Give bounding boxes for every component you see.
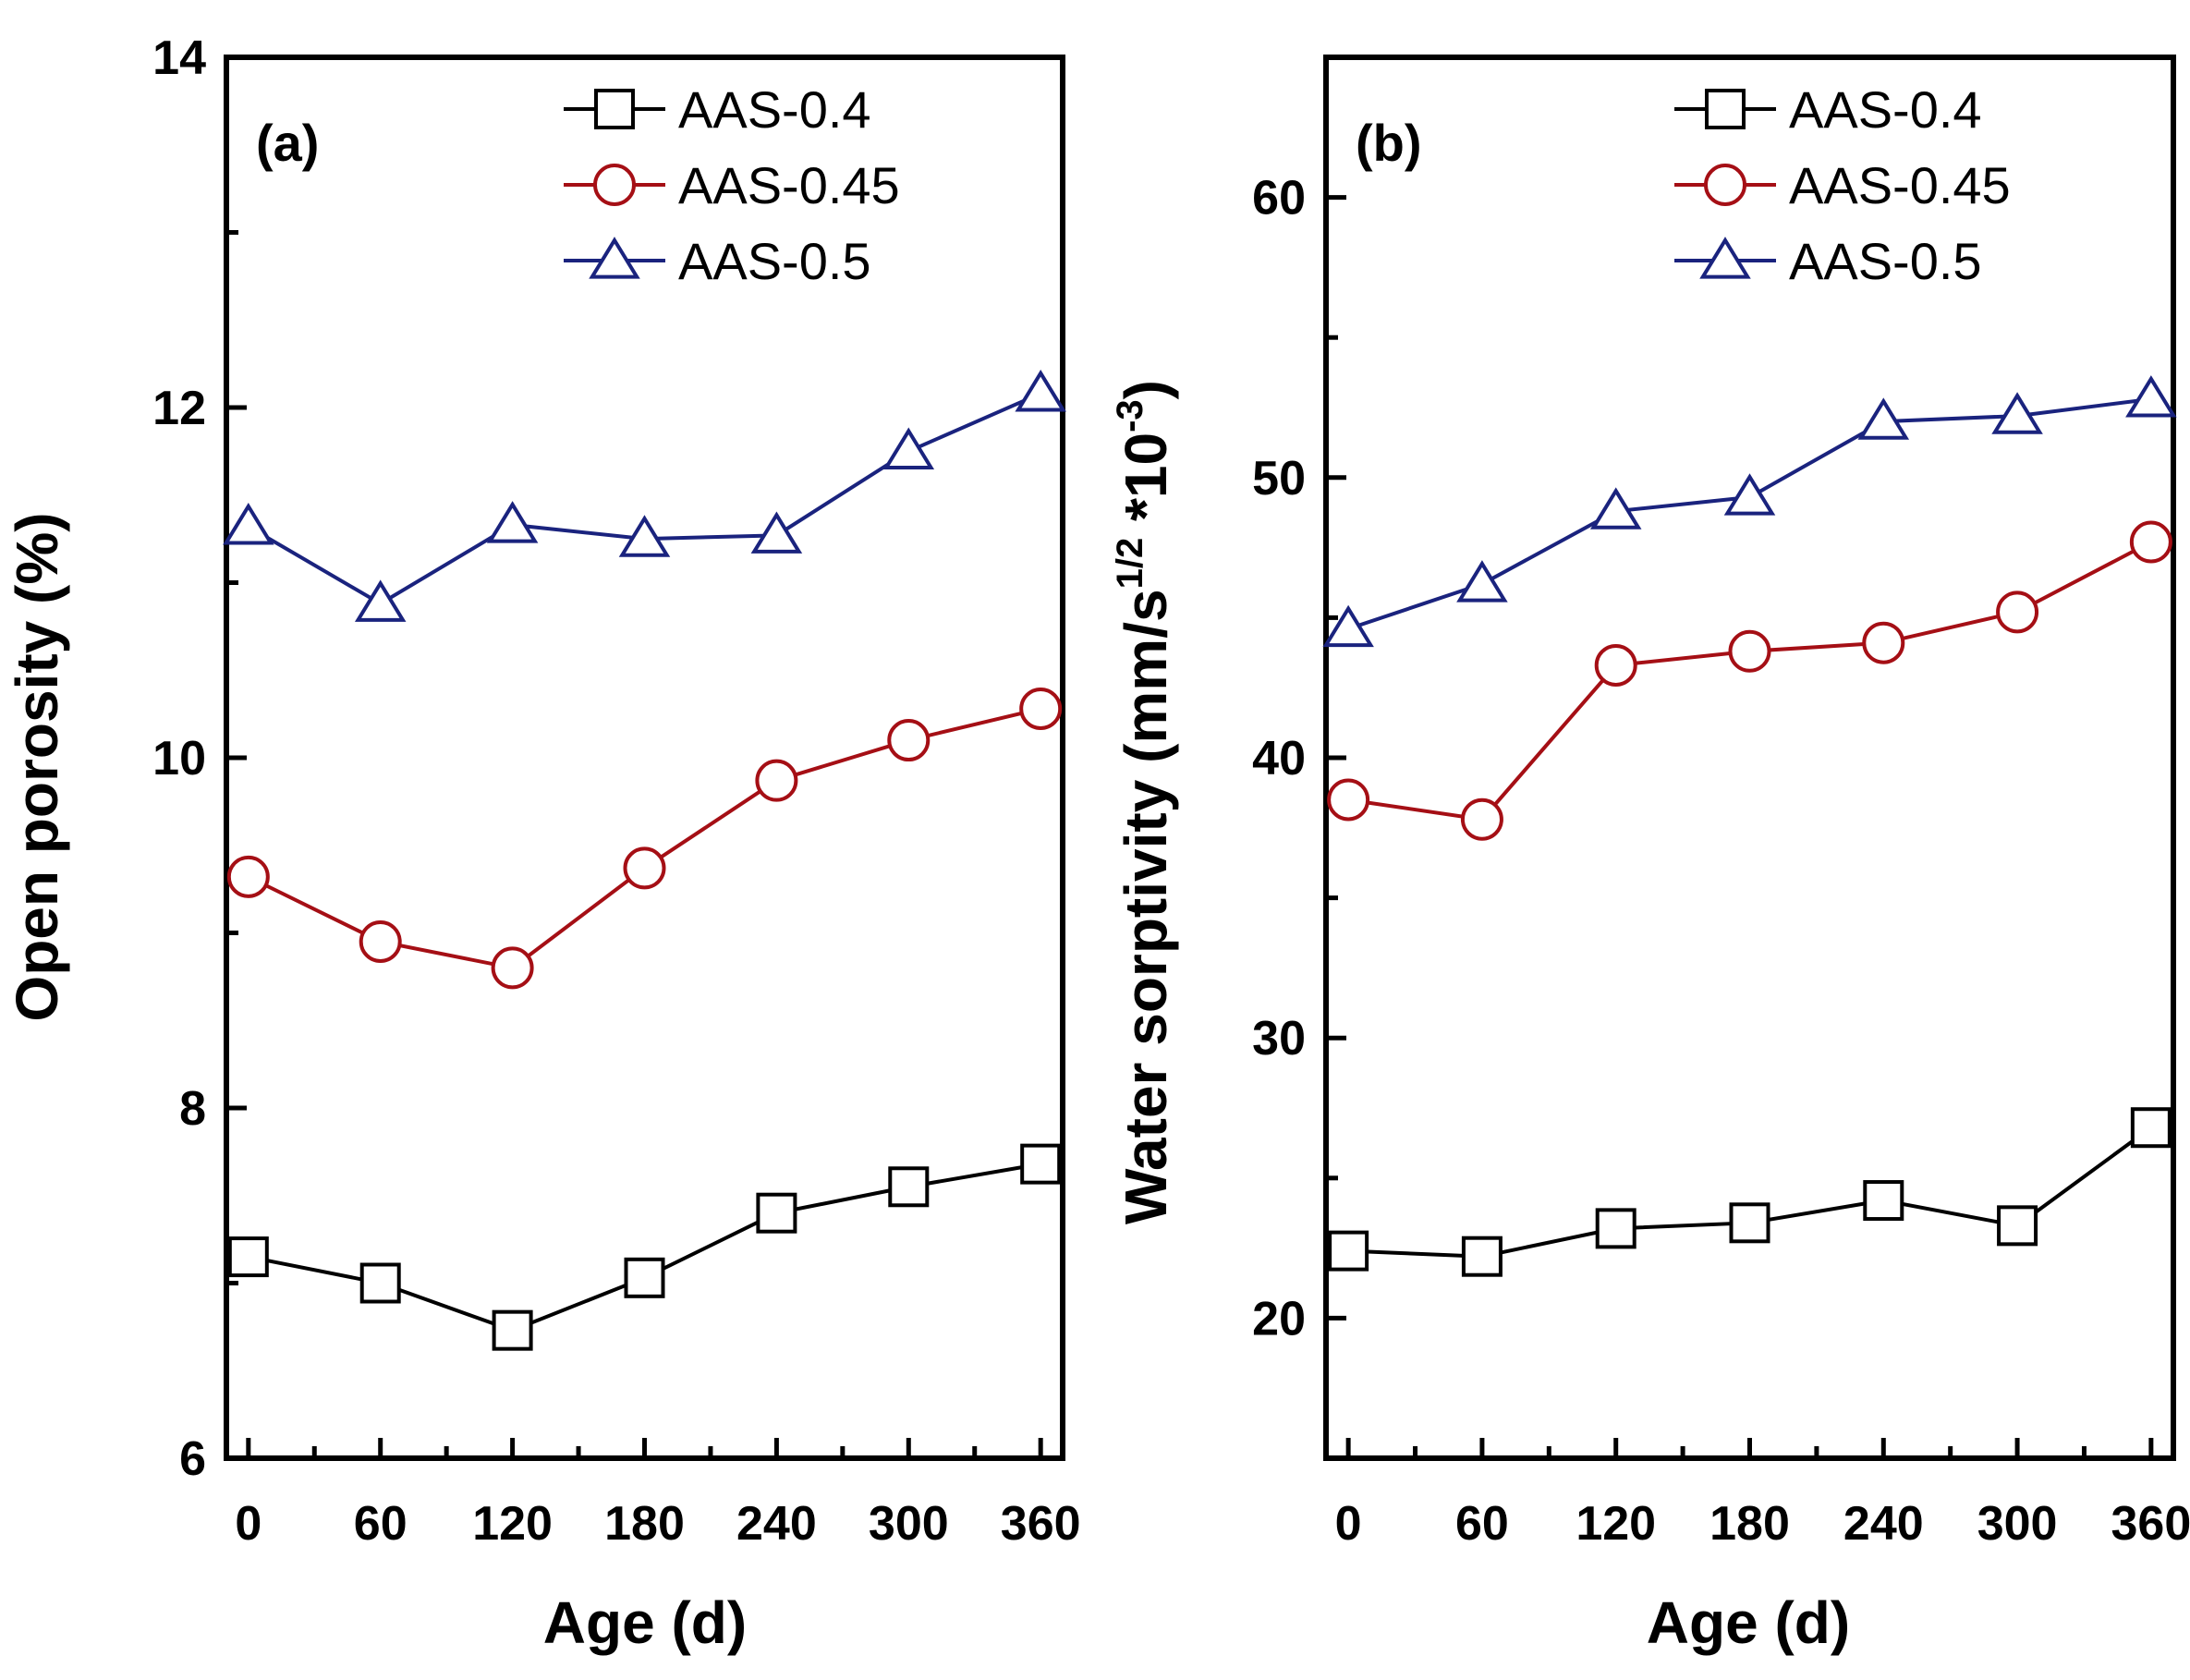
panel-b-legend-marker — [1705, 89, 1746, 129]
panel-a-data-point — [359, 919, 402, 963]
panel-b-data-point — [1460, 797, 1503, 841]
panel-b-y-tick-label: 20 — [1252, 1292, 1306, 1345]
panel-a-x-tick-label: 0 — [235, 1497, 262, 1551]
panel-a-y-axis-title: Open porosity (%) — [4, 512, 70, 1021]
panel-a-data-point — [756, 1192, 797, 1234]
panel-b-data-point — [1863, 1180, 1904, 1222]
panel-b-y-tick-label: 40 — [1252, 732, 1306, 785]
panel-a-x-tick-label: 360 — [1001, 1497, 1081, 1551]
panel-b-plot-frame — [1323, 55, 2176, 1461]
panel-a-x-tick-label: 300 — [869, 1497, 949, 1551]
panel-a-legend-label: AAS-0.4 — [678, 80, 871, 139]
panel-a-data-point — [1015, 370, 1066, 412]
panel-a-y-tick-label: 14 — [152, 31, 206, 85]
panel-a-legend-marker — [589, 237, 640, 279]
panel-b-legend-label: AAS-0.4 — [1789, 80, 1982, 139]
panel-b-data-point — [1327, 778, 1370, 822]
panel-b-data-point — [1723, 473, 1776, 516]
panel-b-series-aas-05 — [1322, 375, 2177, 648]
panel-a-panel-label: (a) — [256, 114, 319, 172]
panel-a-y-tick-label: 6 — [179, 1432, 206, 1486]
panel-b-data-point — [1456, 560, 1508, 603]
panel-a-data-point — [492, 1309, 533, 1351]
panel-a-legend-label: AAS-0.5 — [678, 232, 871, 290]
panel-a: Open porosity (%) Age (d) 6 8 10 12 14 0 60 120… — [4, 31, 1081, 1656]
panel-b-y-axis-title: Water sorptivity (mm/s1/2 *10-3) — [1110, 380, 1179, 1224]
panel-a-x-tick-label: 180 — [604, 1497, 685, 1551]
panel-b-data-point — [1997, 1205, 2038, 1247]
panel-b-x-tick-label: 120 — [1576, 1497, 1656, 1551]
panel-a-data-point — [624, 1257, 665, 1298]
panel-b-x-tick-label: 300 — [1977, 1497, 2058, 1551]
panel-b-data-point — [1857, 397, 1910, 440]
panel-a-data-point — [755, 759, 798, 802]
panel-b-data-point — [1589, 487, 1642, 530]
panel-a-y-tick-label: 12 — [152, 382, 206, 435]
panel-b-x-tick-label: 360 — [2111, 1497, 2190, 1551]
panel-a-y-tick-label: 10 — [152, 732, 206, 785]
panel-a-legend: AAS-0.4 AAS-0.45 AAS-0.5 — [564, 80, 900, 290]
panel-b-data-point — [1728, 629, 1771, 673]
panel-b-panel-label: (b) — [1356, 114, 1422, 172]
panel-b: Water sorptivity (mm/s1/2 *10-3) Age (d)… — [1110, 55, 2190, 1656]
panel-a-x-tick-label: 120 — [472, 1497, 553, 1551]
panel-b-x-tick-label: 180 — [1709, 1497, 1790, 1551]
panel-a-data-point — [486, 501, 539, 543]
panel-a-data-point — [623, 846, 666, 890]
panel-a-x-tick-label: 60 — [354, 1497, 408, 1551]
panel-b-legend-marker — [1704, 164, 1746, 206]
panel-b-data-point — [1461, 1236, 1503, 1277]
panel-a-legend-marker — [594, 89, 635, 129]
panel-b-data-point — [1594, 643, 1637, 687]
panel-b-series-aas-04 — [1328, 1107, 2172, 1277]
panel-a-series-line — [247, 392, 1041, 606]
panel-b-data-point — [1996, 590, 2039, 634]
panel-b-y-tick-label: 60 — [1252, 172, 1306, 225]
panel-a-data-point — [359, 1262, 401, 1304]
panel-b-data-point — [1595, 1208, 1636, 1249]
panel-a-data-point — [882, 427, 935, 469]
panel-b-y-tick-label: 30 — [1252, 1012, 1306, 1065]
panel-a-legend-label: AAS-0.45 — [678, 156, 900, 214]
panel-b-data-point — [2129, 520, 2172, 564]
panel-a-data-point — [1019, 687, 1063, 730]
panel-b-y-tick-label: 50 — [1252, 452, 1306, 505]
panel-a-data-point — [354, 579, 407, 622]
panel-b-x-tick-label: 60 — [1455, 1497, 1509, 1551]
panel-b-data-point — [2130, 1107, 2172, 1149]
panel-b-series-aas-045 — [1327, 520, 2172, 841]
panel-b-data-point — [1862, 621, 1905, 664]
panel-a-legend-marker — [593, 164, 636, 206]
panel-b-data-point — [1991, 392, 2043, 434]
panel-a-x-axis-title: Age (d) — [543, 1589, 747, 1656]
panel-b-legend-label: AAS-0.45 — [1789, 156, 2011, 214]
panel-b-data-point — [1322, 604, 1374, 648]
panel-a-series-aas-04 — [227, 1143, 1062, 1351]
panel-b-x-tick-label: 0 — [1335, 1497, 1362, 1551]
panel-b-data-point — [1328, 1230, 1369, 1272]
panel-b-x-axis-title: Age (d) — [1647, 1589, 1850, 1656]
panel-b-legend-marker — [1699, 237, 1751, 279]
panel-a-data-point — [223, 503, 274, 545]
panel-a-data-point — [618, 515, 671, 557]
panel-a-data-point — [750, 511, 803, 554]
panel-a-series-aas-045 — [226, 687, 1063, 990]
panel-a-y-tick-label: 8 — [179, 1082, 206, 1136]
panel-b-legend: AAS-0.4 AAS-0.45 AAS-0.5 — [1674, 80, 2011, 290]
panel-a-data-point — [227, 1236, 269, 1278]
panel-a-data-point — [888, 1166, 930, 1208]
panel-b-x-tick-label: 240 — [1843, 1497, 1924, 1551]
panel-a-data-point — [226, 855, 270, 898]
panel-a-data-point — [491, 946, 534, 990]
panel-b-data-point — [1729, 1202, 1770, 1244]
panel-a-data-point — [887, 719, 931, 762]
panel-a-plot-frame — [224, 55, 1065, 1461]
panel-b-data-point — [2125, 375, 2177, 418]
panel-a-series-aas-05 — [223, 370, 1066, 622]
panel-a-x-tick-label: 240 — [736, 1497, 817, 1551]
panel-b-legend-label: AAS-0.5 — [1789, 232, 1982, 290]
panel-a-data-point — [1020, 1143, 1062, 1185]
